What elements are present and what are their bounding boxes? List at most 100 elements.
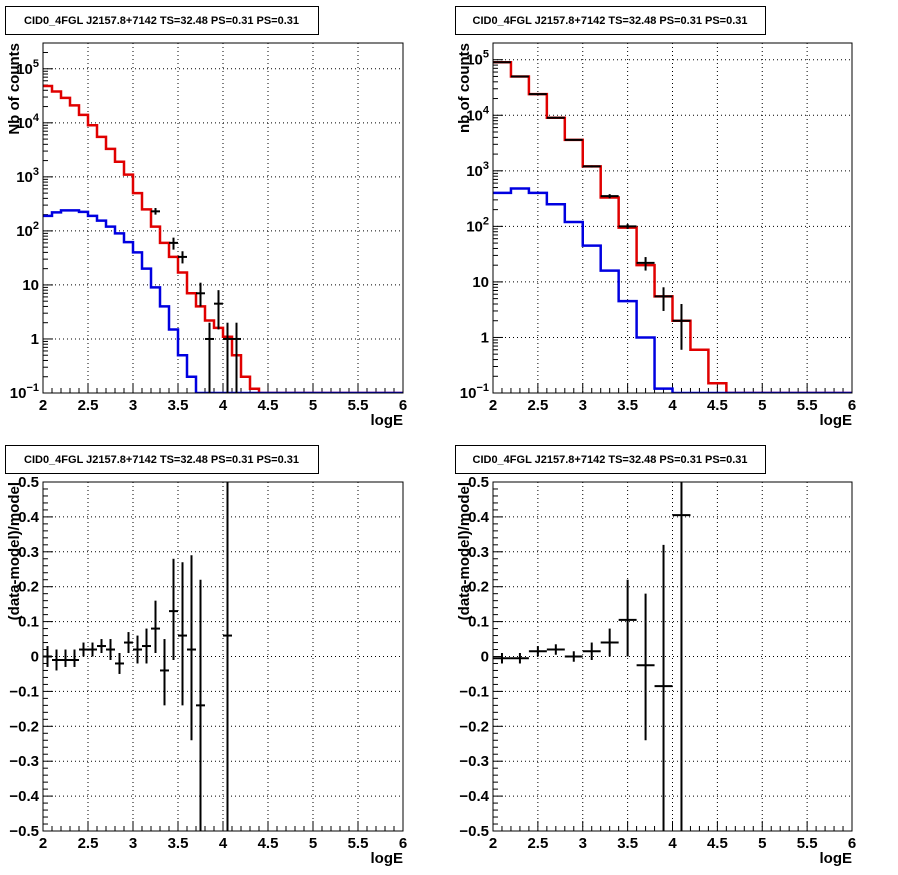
data-point bbox=[493, 61, 511, 64]
x-tick-label: 5 bbox=[758, 835, 766, 852]
y-axis-title: nb of counts bbox=[456, 43, 473, 133]
y-tick-label: 104 bbox=[16, 112, 40, 132]
title-box bbox=[5, 445, 319, 474]
chart-panel-1: 2 2.5 3 3.5 4 4.5 5 5.5 6 10−1 1 10 102 103 104 105 logE… bbox=[455, 6, 856, 429]
y-tick-label: 10 bbox=[22, 277, 39, 294]
series-step-0 bbox=[43, 84, 403, 393]
x-tick-label: 5.5 bbox=[797, 397, 818, 414]
series-step-1 bbox=[493, 187, 852, 393]
y-tick-label: 1 bbox=[481, 329, 489, 346]
x-tick-label: 2 bbox=[489, 835, 497, 852]
title-box bbox=[455, 445, 766, 474]
plot-area bbox=[43, 482, 232, 831]
series-step-1 bbox=[43, 209, 403, 393]
y-tick-label: 0.5 bbox=[18, 474, 39, 491]
data-point bbox=[223, 482, 232, 831]
x-tick-label: 5 bbox=[309, 835, 317, 852]
x-tick-label: 4 bbox=[668, 397, 677, 414]
x-tick-label: 6 bbox=[848, 397, 856, 414]
x-tick-label: 6 bbox=[399, 397, 407, 414]
y-tick-label: 10 bbox=[472, 274, 489, 291]
data-point bbox=[88, 642, 97, 657]
x-axis-title: logE bbox=[371, 412, 404, 429]
y-tick-label: −0.4 bbox=[9, 788, 39, 805]
x-axis-title: logE bbox=[371, 850, 404, 867]
x-tick-label: 3 bbox=[579, 835, 587, 852]
data-point bbox=[636, 593, 655, 741]
data-point bbox=[582, 642, 601, 660]
data-point bbox=[205, 322, 214, 393]
plot-frame bbox=[492, 481, 853, 832]
x-tick-label: 2 bbox=[489, 397, 497, 414]
data-point bbox=[232, 322, 241, 393]
x-tick-label: 6 bbox=[848, 835, 856, 852]
data-point bbox=[61, 649, 70, 667]
data-point bbox=[151, 600, 160, 654]
data-point bbox=[178, 562, 187, 706]
y-axis-title: (data-model)/model bbox=[456, 482, 473, 620]
y-tick-label: 1 bbox=[31, 331, 39, 348]
x-tick-label: 5 bbox=[309, 397, 317, 414]
y-axis-title: Nb of counts bbox=[6, 43, 23, 135]
data-point bbox=[160, 639, 169, 706]
x-tick-label: 3.5 bbox=[168, 397, 189, 414]
data-point bbox=[214, 290, 223, 330]
x-tick-label: 5.5 bbox=[348, 835, 369, 852]
data-point bbox=[97, 639, 106, 654]
y-tick-label: 0.3 bbox=[18, 544, 39, 561]
y-tick-label: 10−1 bbox=[10, 382, 39, 402]
y-tick-label: 105 bbox=[466, 49, 489, 69]
y-tick-label: 0.4 bbox=[468, 509, 490, 526]
y-tick-label: 10−1 bbox=[460, 382, 489, 402]
data-point bbox=[196, 579, 205, 831]
y-tick-label: −0.3 bbox=[9, 753, 39, 770]
y-tick-label: −0.3 bbox=[459, 753, 489, 770]
x-tick-label: 2.5 bbox=[527, 835, 548, 852]
data-point bbox=[654, 287, 673, 311]
data-point bbox=[142, 628, 151, 664]
y-tick-label: 0.2 bbox=[468, 579, 489, 596]
x-tick-label: 3.5 bbox=[617, 835, 638, 852]
data-point bbox=[115, 653, 124, 674]
data-point bbox=[546, 644, 565, 655]
x-tick-label: 3 bbox=[129, 397, 137, 414]
data-point bbox=[223, 322, 232, 393]
x-tick-label: 4 bbox=[219, 397, 228, 414]
data-point bbox=[43, 646, 52, 667]
x-tick-label: 5 bbox=[758, 397, 766, 414]
x-tick-label: 4.5 bbox=[258, 397, 279, 414]
x-tick-label: 3 bbox=[129, 835, 137, 852]
data-point bbox=[600, 628, 619, 657]
x-tick-label: 6 bbox=[399, 835, 407, 852]
data-point bbox=[70, 649, 79, 667]
x-axis-title: logE bbox=[820, 850, 853, 867]
chart-title: CID0_4FGL J2157.8+7142 TS=32.48 PS=0.31 … bbox=[24, 15, 299, 27]
data-point bbox=[546, 116, 565, 119]
chart-panel-0: 2 2.5 3 3.5 4 4.5 5 5.5 6 10−1 1 10 102 103 104 105 logE… bbox=[5, 6, 407, 429]
data-point bbox=[79, 642, 88, 657]
y-tick-label: 0 bbox=[481, 649, 489, 666]
y-tick-label: −0.5 bbox=[459, 823, 489, 840]
data-point bbox=[618, 224, 637, 229]
x-tick-label: 4 bbox=[219, 835, 228, 852]
plot-area bbox=[493, 482, 691, 831]
y-axis-title: (data-model)/model bbox=[6, 482, 23, 620]
x-tick-label: 4 bbox=[668, 835, 677, 852]
y-tick-label: 0.1 bbox=[468, 614, 489, 631]
y-tick-label: 102 bbox=[466, 215, 489, 235]
y-tick-label: 102 bbox=[16, 220, 39, 240]
data-point bbox=[196, 282, 205, 307]
x-tick-label: 5.5 bbox=[348, 397, 369, 414]
data-point bbox=[187, 555, 196, 741]
data-point bbox=[618, 579, 637, 657]
y-tick-label: 105 bbox=[16, 58, 39, 78]
data-point bbox=[493, 653, 511, 664]
chart-title: CID0_4FGL J2157.8+7142 TS=32.48 PS=0.31 … bbox=[24, 454, 299, 466]
x-tick-label: 2 bbox=[39, 397, 47, 414]
plot-area bbox=[493, 61, 852, 393]
y-tick-label: 0.2 bbox=[18, 579, 39, 596]
data-point bbox=[169, 558, 178, 660]
x-tick-label: 3 bbox=[579, 397, 587, 414]
data-point bbox=[672, 482, 691, 831]
